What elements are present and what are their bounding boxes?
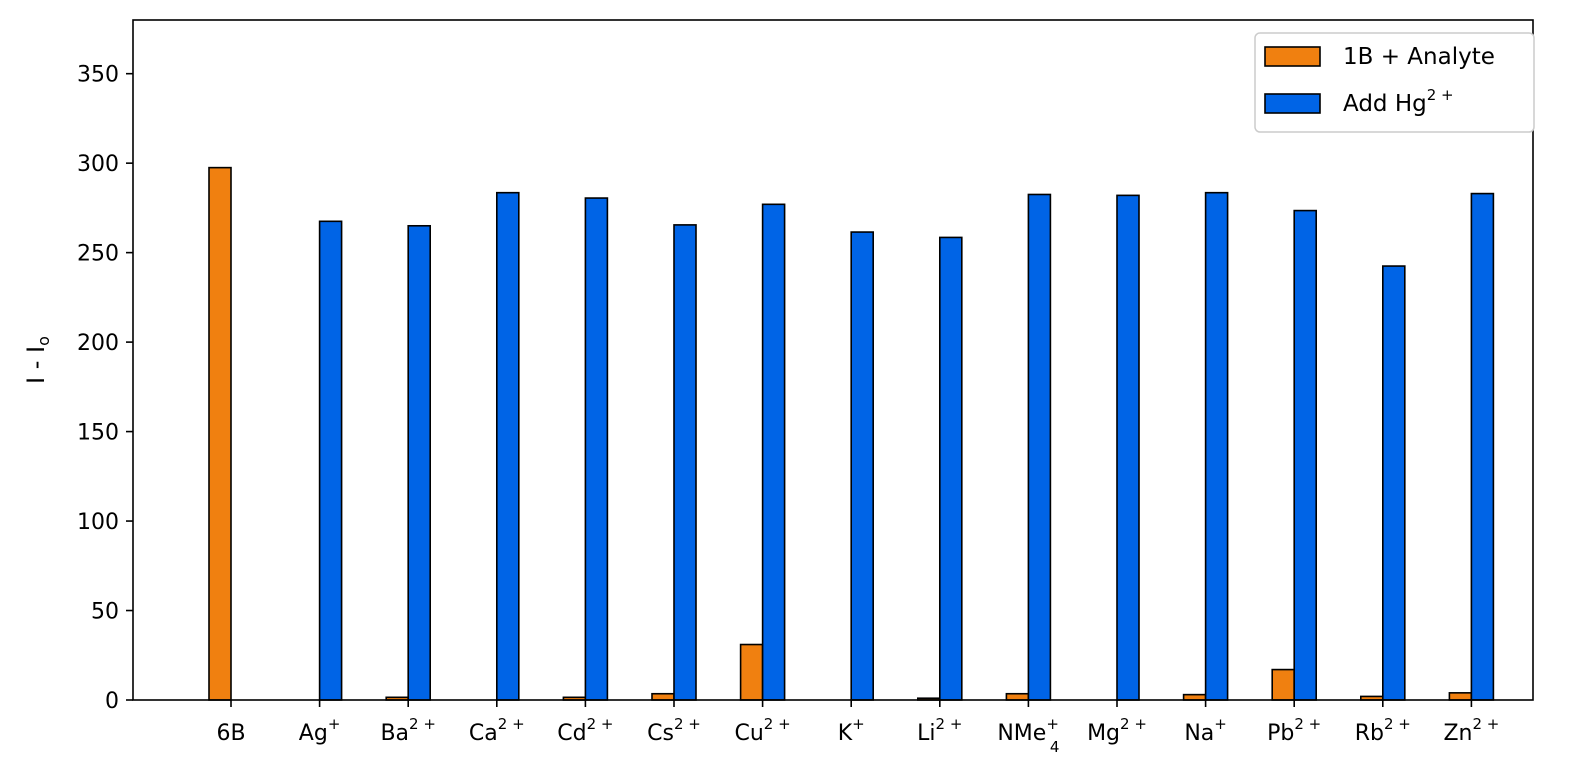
bar-series-2-li <box>938 236 963 701</box>
bar-series-2-na <box>1204 191 1229 701</box>
legend-swatch-series-2 <box>1264 93 1321 114</box>
legend: 1B + Analyte Add Hg2 + <box>1254 32 1535 133</box>
y-tick-label: 300 <box>77 152 119 177</box>
bars-group <box>208 166 1495 701</box>
bar-series-2-cs <box>673 224 697 701</box>
plot-frame <box>132 19 1534 701</box>
y-tick-label: 250 <box>77 242 119 267</box>
bar-series-1-cs <box>651 692 675 701</box>
x-tick-label-6b: 6B <box>216 721 245 746</box>
bar-series-1-nme <box>1005 692 1030 701</box>
bar-series-2-ca <box>495 191 520 701</box>
x-axis: 6B Ag+ Ba2 + Ca2 + Cd2 + Cs2 + Cu2 + K+ Li2 + NMe… <box>216 700 1499 756</box>
x-tick-label-cu: Cu2 + <box>734 715 790 746</box>
x-tick-label-mg: Mg2 + <box>1087 715 1147 746</box>
bar-series-2-nme <box>1027 193 1052 701</box>
bar-series-2-mg <box>1116 194 1140 701</box>
bar-series-2-k <box>850 231 875 701</box>
legend-swatch-series-1 <box>1264 46 1321 67</box>
x-tick-label-na: Na+ <box>1184 715 1227 746</box>
bar-series-2-ba <box>407 224 432 701</box>
bar-series-1-na <box>1182 693 1207 701</box>
x-tick-label-pb: Pb2 + <box>1267 715 1321 746</box>
bar-series-2-pb <box>1293 209 1317 701</box>
legend-label-series-1: 1B + Analyte <box>1343 44 1495 70</box>
bar-series-2-zn <box>1470 192 1495 701</box>
y-tick-label: 350 <box>77 63 119 88</box>
bar-series-2-rb <box>1382 265 1406 701</box>
y-tick-label: 200 <box>77 331 119 356</box>
y-axis: 0 50 100 150 200 250 300 350 <box>77 63 133 714</box>
legend-label-series-2: Add Hg2 + <box>1343 86 1454 117</box>
bar-series-1-cu <box>739 643 764 701</box>
legend-box <box>1254 32 1535 133</box>
bar-series-2-cd <box>584 197 609 701</box>
bar-series-1-pb <box>1271 668 1295 701</box>
bar-series-2-cu <box>761 203 786 701</box>
x-tick-label-cs: Cs2 + <box>647 715 701 746</box>
y-tick-label: 0 <box>105 689 119 714</box>
x-tick-label-zn: Zn2 + <box>1443 715 1499 746</box>
y-tick-label: 150 <box>77 421 119 446</box>
x-tick-label-nme: NMe+ 4 <box>997 715 1059 756</box>
x-tick-label-ca: Ca2 + <box>469 715 525 746</box>
x-tick-label-ag: Ag+ <box>299 715 341 746</box>
x-tick-label-rb: Rb2 + <box>1355 715 1411 746</box>
x-tick-label-k: K+ <box>838 715 865 746</box>
y-tick-label: 50 <box>91 600 119 625</box>
bar-series-1-zn <box>1448 692 1473 701</box>
y-tick-label: 100 <box>77 510 119 535</box>
x-tick-label-li: Li2 + <box>917 715 962 746</box>
bar-series-2-ag <box>318 220 343 701</box>
y-axis-label: I - Io <box>22 336 53 384</box>
x-tick-label-ba: Ba2 + <box>380 715 435 746</box>
bar-series-1-6b <box>208 166 232 701</box>
x-tick-label-cd: Cd2 + <box>557 715 613 746</box>
